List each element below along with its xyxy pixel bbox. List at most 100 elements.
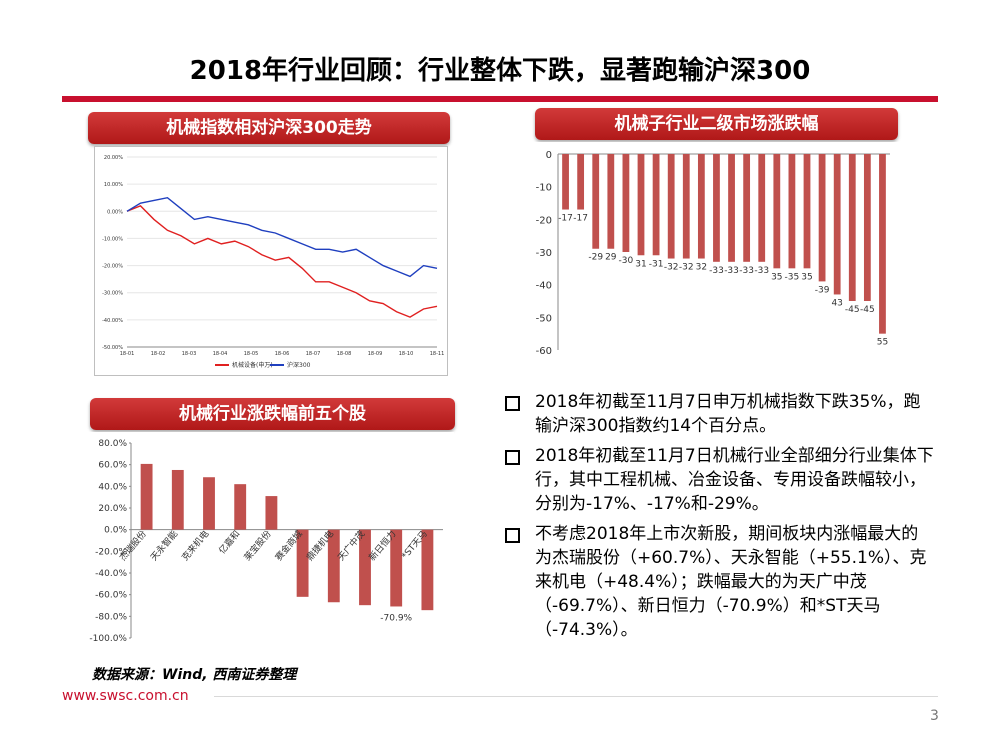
bullet-list: 2018年初截至11月7日申万机械指数下跌35%，跑输沪深300指数约14个百分… [505, 390, 935, 648]
y-tick-label: -40.00% [102, 318, 123, 324]
page-number: 3 [930, 708, 939, 724]
top-stocks-chart-frame: 80.0% 60.0% 40.0% 20.0% 0.0% -20.0% -40.0% -60.… [52, 432, 454, 646]
bar [667, 154, 675, 259]
bar [758, 154, 766, 262]
bar [140, 463, 153, 530]
data-label: -32 [664, 263, 679, 273]
bar [390, 529, 403, 607]
bar [879, 154, 886, 334]
index-trend-chart: 20.00% 10.00% 0.00% -10.00% -20.00% -30.00% -4… [102, 155, 444, 369]
square-bullet-icon [505, 528, 520, 543]
y-tick-label: 10.00% [104, 182, 123, 188]
panel-title-index-trend: 机械指数相对沪深300走势 [88, 112, 450, 144]
y-tick-label: 20.00% [104, 155, 123, 161]
data-label: -45 [860, 305, 875, 315]
index-trend-chart-frame: 20.00% 10.00% 0.00% -10.00% -20.00% -30.00% -4… [94, 146, 448, 376]
bar [728, 154, 735, 262]
legend-label: 沪深300 [287, 361, 311, 369]
data-label: -17 [558, 214, 573, 224]
y-tick-label: 40.0% [98, 482, 127, 492]
series-line [126, 205, 438, 318]
y-tick-label: -40 [536, 281, 552, 292]
bar [652, 154, 660, 256]
legend-label: 机械设备(申万) [232, 361, 273, 369]
data-label: -45 [845, 305, 860, 315]
sub-industry-chart-frame: 0 -10 -20 -30 -40 -50 -60 -17 -17 -29 29 -30 31 -31 -3… [517, 142, 939, 362]
bar [803, 154, 811, 269]
data-label: -70.9% [380, 613, 412, 623]
y-tick-label: -50 [536, 313, 552, 324]
y-tick-label: -30 [536, 248, 552, 259]
bar [265, 496, 278, 530]
panel-title-top-stocks: 机械行业涨跌幅前五个股 [90, 398, 455, 430]
bullet-item: 不考虑2018年上市次新股，期间板块内涨幅最大的为杰瑞股份（+60.7%）、天永… [505, 522, 935, 642]
bar [848, 154, 856, 301]
bar [421, 529, 434, 611]
y-tick-label: -20 [536, 215, 552, 226]
bar [607, 154, 615, 249]
y-tick-label: -100.0% [89, 634, 127, 644]
y-tick-label: -50.00% [102, 345, 123, 351]
bar [773, 154, 781, 269]
x-tick-label: 18-09 [368, 351, 383, 357]
y-tick-label: -40.0% [95, 569, 127, 579]
data-label: -33 [709, 266, 724, 276]
data-label: -35 [785, 272, 800, 282]
y-tick-label: 0.00% [107, 209, 123, 215]
bullet-text: 不考虑2018年上市次新股，期间板块内涨幅最大的为杰瑞股份（+60.7%）、天永… [535, 524, 927, 640]
data-label: 31 [635, 259, 646, 269]
bullet-item: 2018年初截至11月7日机械行业全部细分行业集体下行，其中工程机械、冶金设备、… [505, 444, 935, 516]
bar [743, 154, 751, 262]
footer-url[interactable]: www.swsc.com.cn [62, 688, 189, 704]
bar [562, 154, 569, 210]
bar [296, 529, 309, 597]
x-tick-label: 18-01 [120, 351, 135, 357]
bar [171, 469, 184, 530]
bullet-text: 2018年初截至11月7日机械行业全部细分行业集体下行，其中工程机械、冶金设备、… [535, 446, 934, 514]
bar [327, 529, 340, 603]
data-label: -32 [679, 263, 694, 273]
y-tick-label: 80.0% [98, 439, 127, 449]
category-label: 亿嘉和 [216, 528, 243, 556]
data-label: -39 [815, 285, 830, 295]
sub-industry-chart: 0-10-20-30-40-50-60-17 -17-29 29 -30 31 -31 -3… [536, 150, 890, 357]
x-tick-label: 18-06 [275, 351, 290, 357]
data-label: -31 [649, 259, 664, 269]
data-label: -33 [724, 266, 739, 276]
y-tick-label: 0.0% [104, 526, 127, 536]
y-tick-label: 20.0% [98, 504, 127, 514]
series-line [126, 196, 438, 278]
panel-title-sub-industry: 机械子行业二级市场涨跌幅 [535, 108, 898, 140]
y-tick-label: 0 [546, 150, 552, 161]
bar [863, 154, 871, 301]
category-label: 克来机电 [179, 528, 211, 563]
y-tick-label: -10 [536, 183, 552, 194]
y-tick-label: -30.00% [102, 291, 123, 297]
bar [697, 154, 705, 259]
x-tick-label: 18-07 [306, 351, 321, 357]
y-tick-label: -10.00% [102, 236, 123, 242]
x-tick-label: 18-02 [151, 351, 166, 357]
bullet-text: 2018年初截至11月7日申万机械指数下跌35%，跑输沪深300指数约14个百分… [535, 392, 921, 436]
bar [234, 484, 247, 530]
bar [577, 154, 585, 210]
data-source: 数据来源：Wind, 西南证券整理 [92, 667, 297, 683]
bar [682, 154, 690, 259]
data-label: 35 [801, 272, 812, 282]
y-tick-label: -20.00% [102, 264, 123, 270]
x-tick-label: 18-05 [244, 351, 259, 357]
bar [359, 529, 371, 606]
x-tick-label: 18-08 [337, 351, 352, 357]
data-label: -33 [754, 266, 769, 276]
data-label: 55 [877, 338, 888, 348]
y-tick-label: -20.0% [95, 547, 127, 557]
y-tick-label: -80.0% [95, 612, 127, 622]
bar [203, 477, 215, 530]
square-bullet-icon [505, 396, 520, 411]
category-label: 天永智能 [148, 528, 180, 563]
y-tick-label: -60 [536, 346, 552, 357]
title-underline [62, 96, 938, 102]
x-tick-label: 18-03 [182, 351, 197, 357]
bar [713, 154, 720, 262]
data-label: -30 [619, 256, 634, 266]
